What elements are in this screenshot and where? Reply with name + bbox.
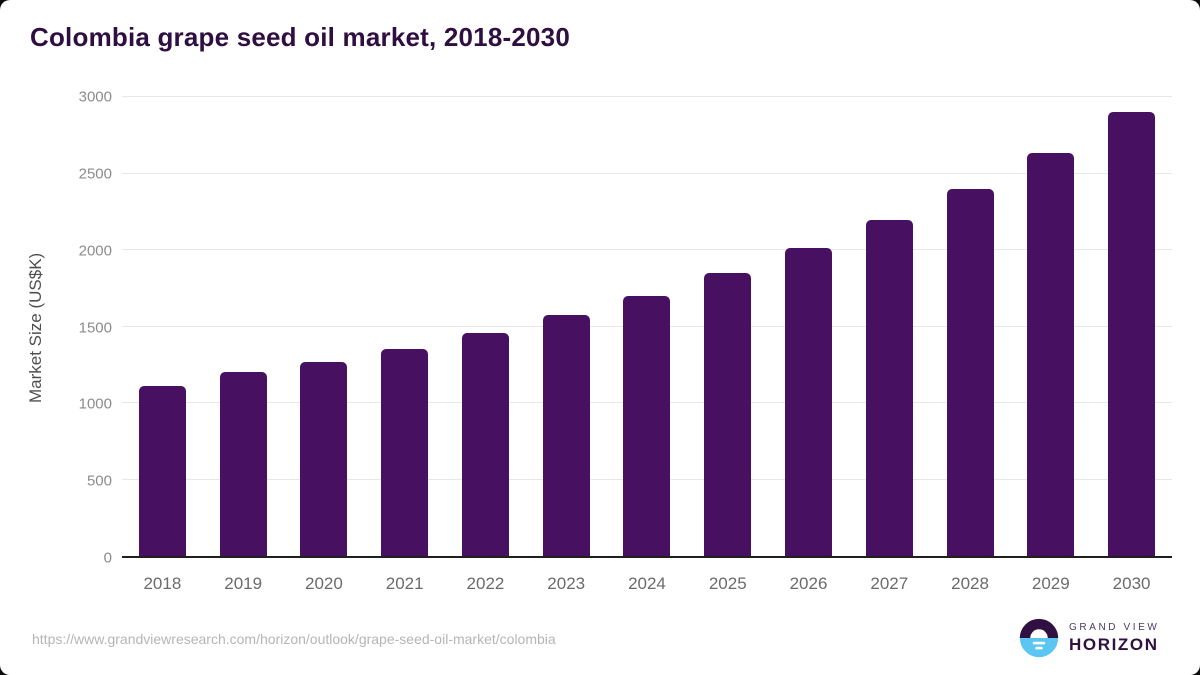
bar-slot-2028 <box>930 97 1011 556</box>
bar-2030 <box>1108 112 1156 556</box>
x-tick-label-2026: 2026 <box>789 574 828 593</box>
x-axis-tick-labels: 2018 2019 2020 2021 2022 2023 2024 2025 2026 2027… <box>122 562 1172 594</box>
x-tick-label-2021: 2021 <box>385 574 424 593</box>
bar-slot-2024 <box>607 97 688 556</box>
x-tick-label-2020: 2020 <box>305 574 343 593</box>
bar-slot-2018 <box>122 97 203 556</box>
bar-2027 <box>865 220 913 556</box>
x-tick-label-2024: 2024 <box>628 574 666 593</box>
bar-2029 <box>1027 152 1075 556</box>
chart-title: Colombia grape seed oil market, 2018-203… <box>30 22 570 52</box>
bar-slot-2019 <box>203 97 284 556</box>
y-tick-label: 2500 <box>78 165 112 183</box>
y-tick-label: 1500 <box>78 319 112 336</box>
bar-slot-2029 <box>1010 97 1091 556</box>
bar-slot-2026 <box>768 97 849 556</box>
bar-2022 <box>461 332 509 556</box>
y-tick-label: 0 <box>103 549 112 567</box>
bar-2023 <box>542 315 590 556</box>
x-tick-label-2018: 2018 <box>143 574 182 593</box>
y-tick-label: 2000 <box>78 242 112 260</box>
x-tick-label-2027: 2027 <box>870 574 909 593</box>
bar-2019 <box>219 372 267 556</box>
gridline <box>122 96 1172 97</box>
bar-slot-2025 <box>687 97 768 556</box>
gridline <box>122 249 1172 251</box>
bar-2024 <box>623 295 671 556</box>
bar-2018 <box>138 386 186 556</box>
bar-2026 <box>785 247 832 556</box>
logo-horizon-label: HORIZON <box>1069 634 1159 654</box>
source-url: https://www.grandviewresearch.com/horizo… <box>32 631 556 647</box>
horizon-sun-circle-icon <box>1019 618 1059 658</box>
x-tick-label-2023: 2023 <box>547 574 586 593</box>
y-tick-label: 500 <box>86 472 112 490</box>
y-axis-tick-labels: 0 500 1000 1500 2000 2500 3000 <box>0 90 112 566</box>
x-tick-label-2029: 2029 <box>1031 574 1070 593</box>
bar-2020 <box>300 361 348 556</box>
bar-series <box>122 97 1172 556</box>
x-tick-label-2030: 2030 <box>1112 574 1151 593</box>
bar-slot-2020 <box>284 97 365 556</box>
plot-area <box>122 96 1172 558</box>
bar-2021 <box>381 348 429 556</box>
bar-slot-2021 <box>364 97 445 556</box>
x-tick-label-2019: 2019 <box>224 574 263 593</box>
grand-view-horizon-logo: GRAND VIEW HORIZON <box>1019 618 1159 658</box>
x-tick-label-2028: 2028 <box>951 574 989 593</box>
bar-slot-2027 <box>849 97 930 556</box>
x-tick-label-2022: 2022 <box>466 574 505 593</box>
bar-slot-2030 <box>1091 97 1172 556</box>
bar-slot-2023 <box>526 97 607 556</box>
bar-slot-2022 <box>445 97 526 556</box>
logo-grand-view-label: GRAND VIEW <box>1069 621 1160 633</box>
bar-2025 <box>704 272 752 556</box>
gridline <box>122 172 1172 174</box>
bar-2028 <box>946 188 994 556</box>
y-tick-label: 3000 <box>78 88 112 106</box>
logo-text: GRAND VIEW HORIZON <box>1069 622 1159 655</box>
y-tick-label: 1000 <box>78 395 112 413</box>
x-tick-label-2025: 2025 <box>708 574 747 593</box>
